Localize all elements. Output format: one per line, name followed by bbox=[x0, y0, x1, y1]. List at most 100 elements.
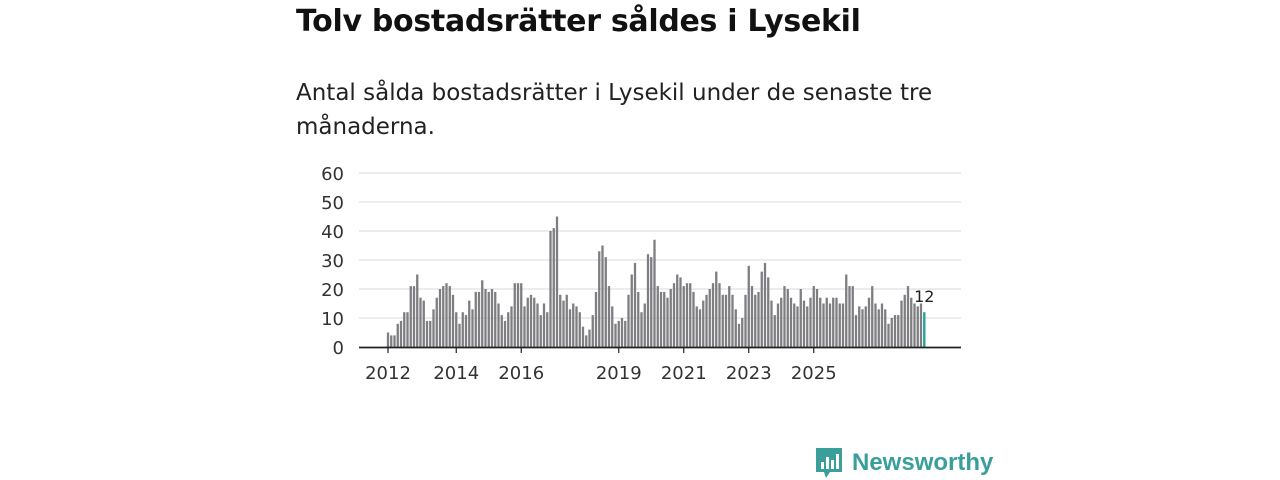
bar bbox=[542, 303, 546, 347]
bar bbox=[637, 291, 640, 347]
bar bbox=[832, 297, 835, 347]
bar bbox=[910, 297, 913, 347]
bar bbox=[685, 283, 689, 347]
chart-subtitle: Antal sålda bostadsrätter i Lysekil unde… bbox=[296, 80, 933, 140]
bar bbox=[572, 303, 575, 347]
bar bbox=[708, 289, 711, 347]
bar bbox=[666, 297, 669, 347]
bar bbox=[903, 294, 906, 347]
bar bbox=[588, 329, 591, 347]
x-tick-label: 2012 bbox=[365, 363, 411, 384]
bar bbox=[702, 300, 705, 347]
bar bbox=[789, 297, 793, 347]
bar bbox=[591, 315, 594, 347]
bar bbox=[409, 286, 412, 347]
bar bbox=[598, 251, 601, 347]
bar bbox=[721, 294, 724, 347]
bar bbox=[744, 294, 747, 347]
y-axis-ticks: 0 10 20 30 40 50 60 bbox=[321, 164, 344, 359]
bar bbox=[546, 312, 549, 347]
y-tick-label: 50 bbox=[321, 193, 344, 214]
bar bbox=[864, 306, 867, 347]
bar bbox=[828, 303, 832, 347]
bar bbox=[822, 303, 825, 347]
bar bbox=[656, 286, 659, 347]
bar bbox=[780, 297, 783, 347]
bar bbox=[614, 323, 617, 347]
bar bbox=[663, 291, 666, 347]
bar bbox=[711, 283, 715, 347]
bar bbox=[880, 303, 884, 347]
bar bbox=[581, 326, 585, 347]
bar bbox=[422, 300, 425, 347]
bar bbox=[812, 286, 815, 347]
bar bbox=[578, 312, 581, 347]
gridlines bbox=[359, 172, 961, 319]
bar bbox=[851, 286, 854, 347]
bar bbox=[513, 283, 516, 347]
bar bbox=[412, 286, 416, 347]
bar bbox=[490, 289, 494, 347]
bar bbox=[916, 306, 919, 347]
bar bbox=[757, 291, 760, 347]
bar bbox=[435, 297, 438, 347]
bar bbox=[679, 277, 682, 347]
bar bbox=[607, 286, 611, 347]
bar bbox=[718, 283, 721, 347]
bar bbox=[500, 315, 503, 347]
bar bbox=[796, 306, 799, 347]
bar bbox=[750, 286, 754, 347]
bar bbox=[799, 289, 802, 347]
bar bbox=[539, 315, 542, 347]
bar bbox=[627, 294, 630, 347]
y-tick-label: 40 bbox=[321, 222, 344, 243]
bar bbox=[715, 271, 718, 347]
bar bbox=[819, 297, 822, 347]
bar bbox=[747, 265, 750, 347]
bar bbox=[390, 335, 393, 347]
y-tick-label: 60 bbox=[321, 164, 344, 185]
bar bbox=[552, 228, 555, 347]
newsworthy-logo-text: Newsworthy bbox=[852, 449, 994, 476]
bar bbox=[767, 277, 770, 347]
x-tick-label: 2025 bbox=[791, 363, 837, 384]
bar bbox=[802, 300, 806, 347]
x-tick-label: 2023 bbox=[726, 363, 772, 384]
bar bbox=[624, 320, 627, 347]
bar bbox=[724, 294, 728, 347]
bar bbox=[503, 320, 507, 347]
bar bbox=[877, 309, 880, 347]
bar bbox=[445, 283, 448, 347]
bar-series bbox=[386, 216, 926, 347]
bar bbox=[900, 300, 903, 347]
bar bbox=[887, 323, 890, 347]
bar bbox=[399, 320, 403, 347]
x-tick-label: 2021 bbox=[661, 363, 707, 384]
bar bbox=[432, 309, 435, 347]
bar bbox=[692, 291, 695, 347]
bar-latest bbox=[923, 312, 926, 347]
bar bbox=[523, 306, 526, 347]
bar bbox=[403, 312, 406, 347]
bar bbox=[640, 312, 643, 347]
bar bbox=[806, 306, 809, 347]
bar bbox=[835, 297, 838, 347]
bar bbox=[396, 323, 399, 347]
bar bbox=[695, 306, 698, 347]
bar bbox=[874, 303, 877, 347]
bar bbox=[858, 306, 861, 347]
bar bbox=[893, 315, 897, 347]
bar bbox=[442, 286, 445, 347]
bar bbox=[494, 291, 497, 347]
bar bbox=[451, 294, 455, 347]
bar bbox=[510, 306, 513, 347]
last-value-label: 12 bbox=[914, 287, 934, 306]
bar bbox=[906, 286, 910, 347]
bar bbox=[867, 297, 871, 347]
y-tick-label: 20 bbox=[321, 280, 344, 301]
bar bbox=[854, 315, 858, 347]
bar bbox=[611, 306, 614, 347]
bar bbox=[838, 303, 841, 347]
bar bbox=[731, 294, 734, 347]
newsworthy-logo-icon bbox=[816, 448, 842, 478]
